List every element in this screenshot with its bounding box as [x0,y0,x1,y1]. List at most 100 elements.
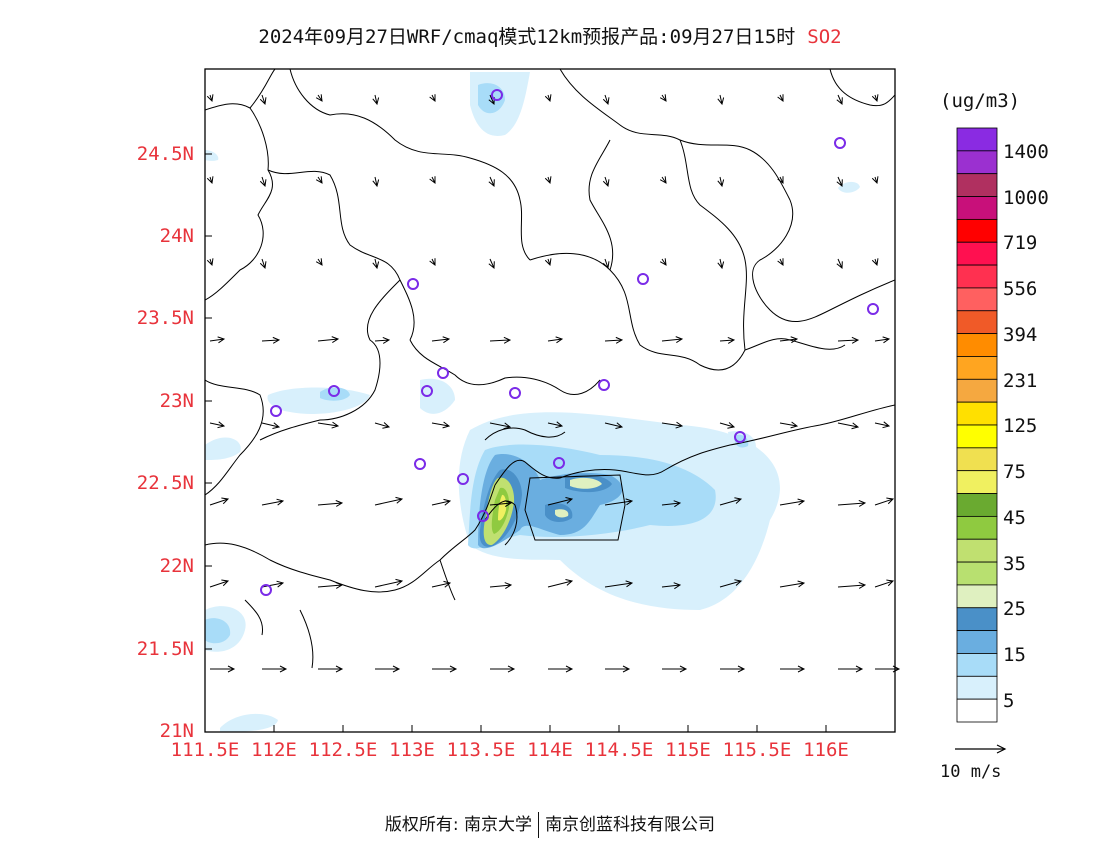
wind-arrow [659,258,667,266]
wind-arrow [431,336,451,344]
wind-arrow [719,497,743,506]
station-marker [734,431,746,443]
colorbar-swatch [956,675,998,700]
colorbar-swatch [956,424,998,449]
wind-arrow [261,580,285,588]
colorbar-label-35: 35 [1003,553,1026,575]
wind-arrow [429,94,436,102]
lon-label-115: 115E [665,739,711,761]
wind-arrow [206,94,214,103]
wind-arrow [837,422,860,430]
colorbar-swatch [956,698,998,723]
wind-arrow [544,258,552,267]
wind-arrow [719,336,736,344]
colorbar-label-125: 125 [1003,415,1038,437]
wind-arrow [429,176,436,184]
colorbar-label-75: 75 [1003,461,1026,483]
wind-arrow [374,336,391,344]
wind-arrow [720,665,746,673]
station-marker [414,458,426,470]
lon-label-112-5: 112.5E [308,739,378,761]
wind-arrow [206,176,214,185]
wind-arrow [602,94,610,106]
wind-arrow [838,665,864,673]
axis-ticks [205,153,827,732]
wind-arrow [547,497,574,506]
vector-reference-label: 10 m/s [940,762,1002,782]
colorbar-label-25: 25 [1003,598,1026,620]
wind-arrow [317,421,340,429]
footer-copyright: 版权所有: 南京大学 [384,815,533,835]
colorbar-swatch [956,493,998,517]
wind-arrow [261,422,281,430]
wind-arrow [259,94,267,106]
station-marker [637,273,649,285]
wind-arrow [836,94,843,106]
wind-arrow [209,579,230,588]
wind-arrow [717,258,725,270]
wind-arrow [874,421,891,429]
station-marker [491,89,503,101]
lat-label-24: 24N [159,225,194,247]
wind-arrow [605,665,631,673]
lat-label-21: 21N [159,720,194,742]
lat-label-22-5: 22.5N [136,472,194,494]
wind-arrow [661,336,684,344]
wind-arrow [209,336,226,344]
colorbar-unit: (ug/m3) [940,90,1021,112]
wind-arrow [547,336,564,344]
wind-arrow [432,665,458,673]
wind-arrow [604,580,634,588]
lon-label-116: 116E [803,739,849,761]
plume-5-center23 [420,378,455,414]
station-marker [407,278,419,290]
wind-arrow [209,421,226,429]
colorbar-swatch [956,310,998,335]
wind-arrow [661,582,682,590]
station-marker [477,510,489,522]
station-marker [270,405,282,417]
wind-arrow [662,665,688,673]
title-pollutant: SO2 [807,26,842,48]
wind-arrow [488,176,495,188]
wind-arrow [262,665,288,673]
footer: 版权所有: 南京大学 南京创蓝科技有限公司 [0,810,1100,838]
colorbar-swatch [956,196,998,220]
colorbar-label-45: 45 [1003,507,1026,529]
colorbar-swatch [956,241,998,266]
wind-arrow [777,176,784,184]
station-marker [421,385,433,397]
station-marker [328,385,340,397]
wind-arrow [210,665,236,673]
wind-arrow [717,176,725,188]
colorbar-label-231: 231 [1003,370,1038,392]
colorbar-swatch [956,561,998,586]
station-marker [834,137,846,149]
plume-15-w23 [320,387,350,401]
wind-arrow [489,500,513,507]
wind-arrow [836,258,843,270]
wind-arrow [717,94,725,106]
lat-label-23: 23N [159,390,194,412]
colorbar-swatch [956,630,998,654]
wind-arrow [837,336,860,344]
colorbar-label-1400: 1400 [1003,141,1049,163]
wind-arrow [374,496,404,506]
wind-arrow [659,94,667,102]
colorbar-swatch [956,218,998,243]
colorbar-swatch [956,378,998,403]
wind-arrow [544,94,552,103]
wind-arrow [315,94,323,102]
title-main: 2024年09月27日WRF/cmaq模式12km预报产品:09月27日15时 [258,26,796,48]
wind-arrow [874,579,895,588]
colorbar-swatch [956,653,998,677]
plume-core-east [570,477,602,489]
vector-reference-arrow [955,744,1007,754]
colorbar-label-394: 394 [1003,324,1038,346]
wind-arrow [259,258,267,270]
wind-arrow [431,498,452,506]
colorbar-swatch [956,607,998,632]
lat-label-24-5: 24.5N [136,143,194,165]
wind-arrow [779,498,806,506]
